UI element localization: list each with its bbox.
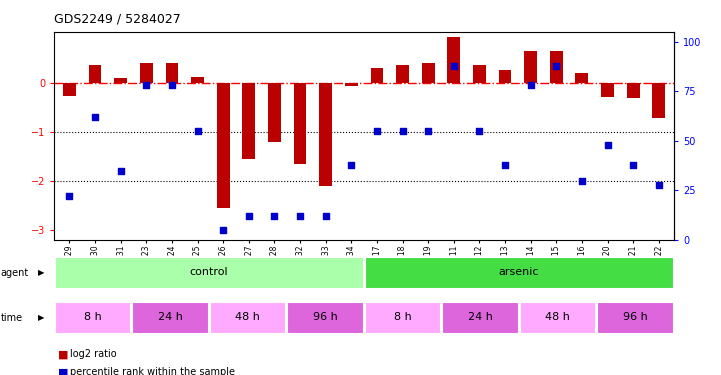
Bar (89, 64, 102, 83)
Bar (442, 302, 518, 334)
Bar (287, 302, 363, 334)
Point (499, 162, 510, 168)
Point (63, 194, 75, 200)
Bar (63, 83, 76, 96)
Bar (365, 257, 673, 289)
Bar (447, 37, 460, 83)
Point (218, 227, 229, 233)
Point (243, 213, 255, 219)
Bar (473, 64, 486, 83)
Bar (132, 302, 208, 334)
Text: 24 h: 24 h (158, 312, 183, 322)
Bar (575, 74, 588, 83)
Text: ▶: ▶ (38, 268, 45, 278)
Bar (627, 83, 640, 98)
Point (474, 128, 485, 134)
Text: ■: ■ (58, 368, 68, 375)
Text: time: time (1, 313, 23, 323)
Bar (601, 83, 614, 97)
Point (294, 213, 306, 219)
Point (115, 168, 126, 174)
Text: ▶: ▶ (38, 314, 45, 322)
Text: 48 h: 48 h (545, 312, 570, 322)
Point (602, 142, 614, 148)
Bar (210, 302, 286, 334)
Point (141, 82, 152, 88)
Text: agent: agent (1, 268, 29, 278)
Point (320, 213, 332, 219)
Text: control: control (190, 267, 229, 277)
Point (551, 63, 562, 69)
Point (423, 128, 434, 134)
Bar (217, 83, 229, 208)
Bar (115, 78, 127, 83)
Bar (396, 64, 409, 83)
Text: GDS2249 / 5284027: GDS2249 / 5284027 (54, 12, 181, 25)
Point (371, 128, 383, 134)
Text: percentile rank within the sample: percentile rank within the sample (70, 368, 235, 375)
Bar (55, 302, 131, 334)
Bar (371, 68, 384, 83)
Point (653, 182, 665, 188)
Text: 48 h: 48 h (235, 312, 260, 322)
Bar (550, 51, 562, 83)
Point (627, 162, 639, 168)
Text: ■: ■ (58, 350, 68, 359)
Bar (365, 302, 441, 334)
Point (269, 213, 280, 219)
Bar (524, 51, 537, 83)
Text: 96 h: 96 h (623, 312, 647, 322)
Bar (345, 83, 358, 86)
Bar (319, 83, 332, 186)
Point (166, 82, 177, 88)
Bar (242, 83, 255, 159)
Bar (597, 302, 673, 334)
Bar (293, 83, 306, 164)
Point (525, 82, 536, 88)
Bar (268, 83, 281, 142)
Point (576, 177, 588, 183)
Text: log2 ratio: log2 ratio (70, 350, 117, 359)
Bar (499, 70, 511, 83)
Bar (166, 63, 178, 83)
Bar (55, 257, 363, 289)
Text: 8 h: 8 h (84, 312, 102, 322)
Bar (191, 77, 204, 83)
Bar (422, 63, 435, 83)
Bar (140, 63, 153, 83)
Text: arsenic: arsenic (499, 267, 539, 277)
Point (448, 63, 459, 69)
Point (89, 114, 101, 120)
Bar (520, 302, 596, 334)
Point (192, 128, 203, 134)
Text: 24 h: 24 h (468, 312, 493, 322)
Bar (653, 83, 665, 118)
Point (397, 128, 408, 134)
Point (345, 162, 357, 168)
Text: 8 h: 8 h (394, 312, 412, 322)
Text: 96 h: 96 h (313, 312, 337, 322)
